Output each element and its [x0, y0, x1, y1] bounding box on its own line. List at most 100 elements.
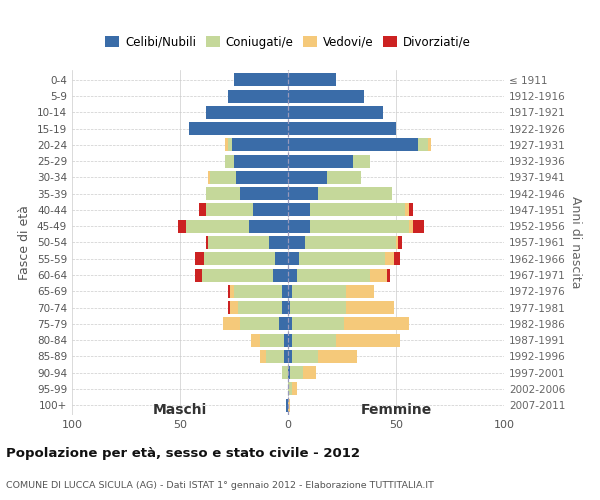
Bar	[188, 122, 288, 135]
Bar	[253, 204, 288, 216]
Bar	[310, 220, 409, 232]
Bar	[303, 366, 316, 379]
Bar	[296, 268, 370, 281]
Bar	[288, 138, 418, 151]
Bar	[202, 268, 273, 281]
Bar	[208, 171, 210, 184]
Bar	[388, 268, 389, 281]
Bar	[230, 301, 238, 314]
Bar	[288, 236, 305, 249]
Bar	[208, 236, 269, 249]
Bar	[266, 350, 284, 363]
Bar	[318, 187, 392, 200]
Bar	[288, 154, 353, 168]
Text: Popolazione per età, sesso e stato civile - 2012: Popolazione per età, sesso e stato civil…	[6, 448, 360, 460]
Bar	[288, 268, 296, 281]
Bar	[288, 382, 292, 396]
Text: Maschi: Maschi	[153, 402, 207, 416]
Bar	[234, 74, 288, 86]
Bar	[413, 220, 424, 232]
Bar	[292, 382, 296, 396]
Bar	[353, 154, 370, 168]
Bar	[346, 285, 374, 298]
Bar	[288, 122, 396, 135]
Bar	[288, 252, 299, 266]
Bar	[206, 236, 208, 249]
Bar	[275, 252, 288, 266]
Bar	[398, 236, 403, 249]
Bar	[210, 171, 236, 184]
Text: COMUNE DI LUCCA SICULA (AG) - Dati ISTAT 1° gennaio 2012 - Elaborazione TUTTITAL: COMUNE DI LUCCA SICULA (AG) - Dati ISTAT…	[6, 481, 434, 490]
Bar	[318, 350, 357, 363]
Bar	[249, 220, 288, 232]
Bar	[292, 318, 344, 330]
Bar	[227, 285, 230, 298]
Bar	[288, 187, 318, 200]
Bar	[290, 366, 303, 379]
Bar	[227, 138, 232, 151]
Bar	[327, 171, 361, 184]
Bar	[284, 334, 288, 346]
Bar	[288, 366, 290, 379]
Bar	[288, 285, 292, 298]
Bar	[226, 138, 227, 151]
Bar	[290, 301, 346, 314]
Bar	[230, 285, 234, 298]
Bar	[428, 138, 431, 151]
Bar	[204, 252, 275, 266]
Bar	[226, 154, 234, 168]
Bar	[288, 334, 292, 346]
Bar	[288, 106, 383, 119]
Bar	[292, 285, 346, 298]
Bar	[273, 268, 288, 281]
Bar	[236, 171, 288, 184]
Bar	[260, 334, 284, 346]
Bar	[288, 220, 310, 232]
Bar	[344, 318, 409, 330]
Bar	[288, 350, 292, 363]
Bar	[394, 252, 400, 266]
Bar	[206, 106, 288, 119]
Bar	[251, 334, 260, 346]
Bar	[280, 318, 288, 330]
Bar	[195, 268, 202, 281]
Bar	[288, 90, 364, 102]
Bar	[269, 236, 288, 249]
Bar	[223, 318, 241, 330]
Bar	[227, 90, 288, 102]
Bar	[206, 204, 253, 216]
Bar	[238, 301, 281, 314]
Bar	[260, 350, 266, 363]
Bar	[232, 138, 288, 151]
Bar	[409, 220, 413, 232]
Bar	[288, 398, 290, 411]
Bar	[284, 350, 288, 363]
Text: Femmine: Femmine	[361, 402, 431, 416]
Bar	[292, 350, 318, 363]
Bar	[234, 154, 288, 168]
Bar	[299, 252, 385, 266]
Bar	[281, 285, 288, 298]
Bar	[335, 334, 400, 346]
Bar	[288, 318, 292, 330]
Bar	[385, 252, 394, 266]
Bar	[241, 318, 280, 330]
Bar	[288, 74, 335, 86]
Legend: Celibi/Nubili, Coniugati/e, Vedovi/e, Divorziati/e: Celibi/Nubili, Coniugati/e, Vedovi/e, Di…	[100, 31, 476, 54]
Y-axis label: Fasce di età: Fasce di età	[19, 205, 31, 280]
Bar	[288, 204, 310, 216]
Bar	[286, 398, 288, 411]
Bar	[281, 366, 288, 379]
Bar	[409, 204, 413, 216]
Bar	[195, 252, 204, 266]
Bar	[288, 171, 327, 184]
Bar	[281, 301, 288, 314]
Bar	[206, 187, 241, 200]
Bar	[292, 334, 335, 346]
Bar	[305, 236, 396, 249]
Bar	[418, 138, 428, 151]
Bar	[346, 301, 394, 314]
Bar	[187, 220, 249, 232]
Bar	[404, 204, 409, 216]
Bar	[178, 220, 187, 232]
